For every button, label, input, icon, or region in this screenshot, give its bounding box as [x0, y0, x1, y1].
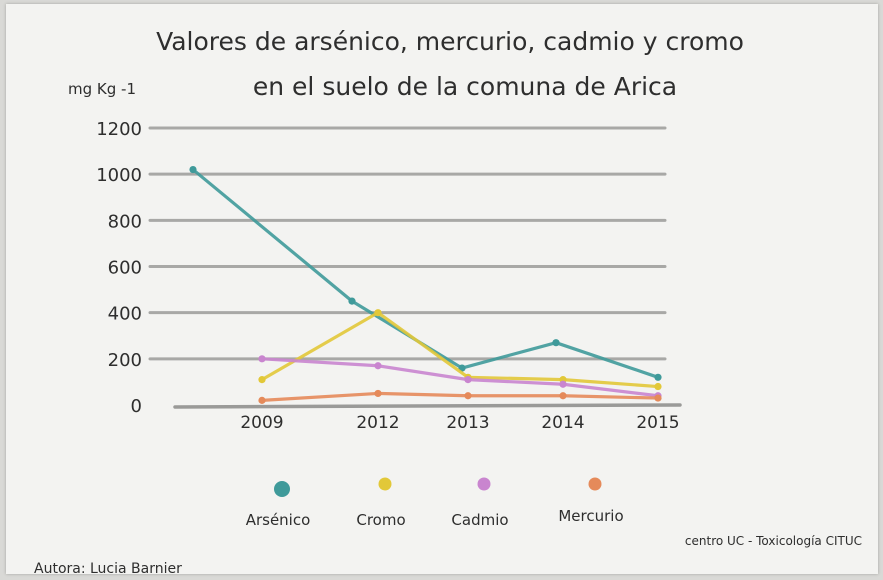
data-point	[464, 392, 472, 400]
chart-subtitle: en el suelo de la comuna de Arica	[253, 72, 677, 101]
y-tick-label: 1200	[96, 119, 142, 140]
data-point	[559, 380, 567, 388]
data-point	[654, 373, 662, 381]
x-tick-label: 2014	[541, 413, 584, 433]
data-point	[559, 392, 567, 400]
data-point	[189, 165, 197, 174]
data-point	[374, 309, 382, 317]
data-point	[374, 362, 382, 370]
grid-lines	[148, 126, 682, 409]
series-line	[260, 391, 660, 402]
legend-swatch	[588, 477, 602, 491]
data-point	[258, 376, 266, 384]
y-tick-labels: 0 200 400 600 800 1000 1200	[96, 119, 142, 417]
x-tick-label: 2009	[240, 413, 283, 433]
y-tick-label: 200	[108, 350, 142, 371]
legend: Arsénico Cromo Cadmio Mercurio	[246, 477, 624, 529]
series-cadmio	[258, 355, 662, 400]
legend-item: Cromo	[356, 477, 406, 529]
legend-label: Mercurio	[558, 507, 623, 525]
y-tick-label: 0	[131, 396, 142, 417]
chart-title: Valores de arsénico, mercurio, cadmio y …	[156, 27, 744, 56]
data-point	[258, 355, 266, 363]
legend-swatch	[274, 481, 290, 497]
data-point	[654, 394, 662, 402]
series-mercurio	[258, 389, 662, 404]
x-tick-label: 2015	[636, 413, 679, 433]
data-point	[374, 389, 382, 398]
y-tick-label: 600	[108, 258, 142, 279]
data-point	[464, 376, 472, 384]
x-tick-labels: 2009 2012 2013 2014 2015	[240, 413, 679, 433]
source-credit: centro UC - Toxicología CITUC	[685, 534, 862, 548]
y-tick-label: 400	[108, 304, 142, 325]
y-tick-label: 800	[108, 211, 142, 232]
legend-label: Cadmio	[451, 511, 508, 529]
x-axis-line	[173, 403, 682, 409]
legend-item: Arsénico	[246, 481, 311, 529]
x-tick-label: 2012	[356, 413, 399, 433]
data-point	[654, 382, 662, 391]
paper-sheet	[6, 4, 878, 574]
author-credit: Autora: Lucia Barnier	[34, 561, 182, 577]
data-point	[348, 297, 356, 305]
series-line	[260, 357, 660, 398]
series-lines	[189, 165, 662, 404]
data-point	[552, 339, 560, 347]
legend-label: Cromo	[356, 511, 405, 529]
series-arsénico	[189, 165, 662, 381]
series-line	[260, 311, 660, 389]
legend-item: Mercurio	[558, 477, 624, 525]
data-point	[258, 396, 266, 404]
legend-swatch	[477, 477, 491, 491]
y-tick-label: 1000	[96, 165, 142, 186]
legend-item: Cadmio	[451, 477, 509, 529]
x-tick-label: 2013	[446, 413, 489, 433]
legend-swatch	[378, 477, 392, 491]
legend-label: Arsénico	[246, 511, 311, 529]
y-axis-label: mg Kg -1	[68, 80, 136, 98]
